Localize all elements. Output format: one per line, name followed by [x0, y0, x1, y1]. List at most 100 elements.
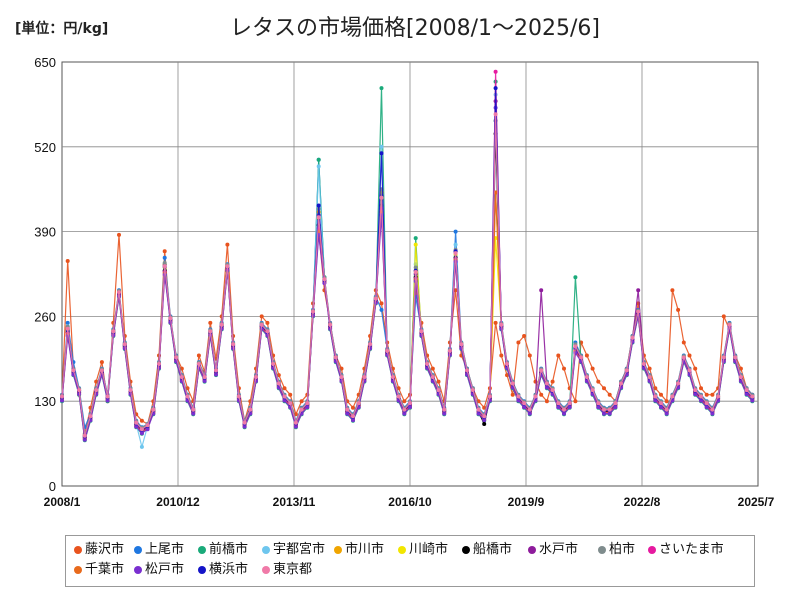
data-point [636, 309, 641, 314]
series-line-11 [61, 107, 753, 440]
legend-label: 藤沢市 [85, 542, 125, 557]
legend-item: 藤沢市 [74, 542, 124, 558]
data-point [453, 242, 458, 247]
data-point [351, 405, 355, 410]
data-point [379, 144, 384, 149]
data-point [647, 366, 652, 371]
legend-marker-icon [198, 565, 206, 574]
data-point [710, 392, 715, 397]
y-tick-label: 390 [34, 225, 56, 240]
data-point [174, 355, 179, 360]
data-point [117, 290, 121, 295]
data-point [162, 264, 167, 269]
data-point [516, 398, 521, 403]
data-point [305, 405, 310, 410]
data-point [522, 334, 527, 338]
data-point [111, 329, 116, 334]
data-point [750, 394, 755, 399]
data-point [493, 69, 498, 74]
data-point [505, 362, 509, 366]
data-point [476, 407, 481, 412]
data-point [413, 265, 418, 270]
data-point [482, 418, 487, 423]
data-point [259, 322, 264, 327]
data-point [436, 388, 441, 393]
data-point [236, 394, 241, 399]
data-point [276, 381, 281, 386]
legend-item: さいたま市 [648, 542, 724, 558]
data-point [596, 379, 601, 384]
data-point [544, 399, 549, 404]
data-point [419, 329, 424, 334]
data-point [556, 401, 561, 406]
legend-item: 宇都宮市 [262, 542, 325, 558]
legend-label: 千葉市 [85, 562, 125, 577]
x-tick-label: 2019/9 [508, 495, 545, 509]
data-point [99, 360, 104, 365]
data-point [522, 405, 527, 410]
data-point [436, 379, 441, 384]
x-tick-label: 2008/1 [44, 495, 81, 509]
data-point [162, 255, 167, 260]
data-point [442, 407, 447, 412]
data-point [664, 407, 669, 412]
data-point [293, 424, 298, 429]
data-point [139, 427, 144, 432]
data-point [727, 322, 732, 327]
chart-title: レタスの市場価格[2008/1～2025/6] [230, 16, 600, 41]
data-point [636, 288, 641, 293]
data-point [162, 249, 167, 254]
data-point [316, 164, 321, 169]
data-point [196, 362, 201, 366]
data-point [733, 355, 738, 360]
data-point [738, 375, 743, 380]
data-point [402, 411, 407, 416]
data-point [316, 157, 321, 162]
data-point [590, 366, 595, 371]
data-point [105, 398, 110, 403]
data-point [316, 215, 321, 220]
data-point [208, 320, 213, 325]
data-point [544, 381, 549, 386]
data-point [351, 418, 355, 423]
data-point [533, 394, 538, 399]
data-point [704, 401, 709, 406]
legend-marker-icon [262, 565, 270, 574]
legend-label: 船橋市 [473, 542, 513, 557]
data-point [721, 314, 726, 319]
y-tick-label: 0 [49, 479, 56, 494]
data-point [379, 307, 384, 312]
data-point [562, 366, 566, 371]
series-line-13 [61, 114, 753, 436]
legend-marker-icon [262, 545, 270, 554]
data-point [254, 375, 258, 380]
data-point [265, 320, 270, 325]
data-point [408, 405, 412, 410]
data-point [214, 368, 218, 373]
data-point [527, 407, 532, 412]
data-point [681, 355, 686, 360]
data-point [65, 259, 70, 263]
data-point [225, 242, 230, 247]
data-point [425, 362, 430, 366]
data-point [681, 340, 686, 345]
data-point [624, 368, 629, 373]
data-point [282, 386, 287, 391]
data-point [333, 355, 338, 360]
data-point [60, 394, 64, 399]
data-point [88, 414, 93, 419]
data-point [162, 260, 167, 265]
data-point [607, 411, 612, 416]
data-point [710, 411, 715, 416]
data-point [465, 368, 469, 373]
data-point [139, 431, 144, 436]
data-point [510, 392, 515, 397]
y-tick-label: 130 [34, 394, 56, 409]
data-point [687, 353, 692, 358]
data-point [430, 375, 435, 380]
data-point [345, 411, 350, 416]
data-point [562, 411, 566, 416]
data-point [539, 368, 544, 373]
legend-item: 上尾市 [134, 542, 184, 558]
legend-marker-icon [74, 545, 82, 554]
